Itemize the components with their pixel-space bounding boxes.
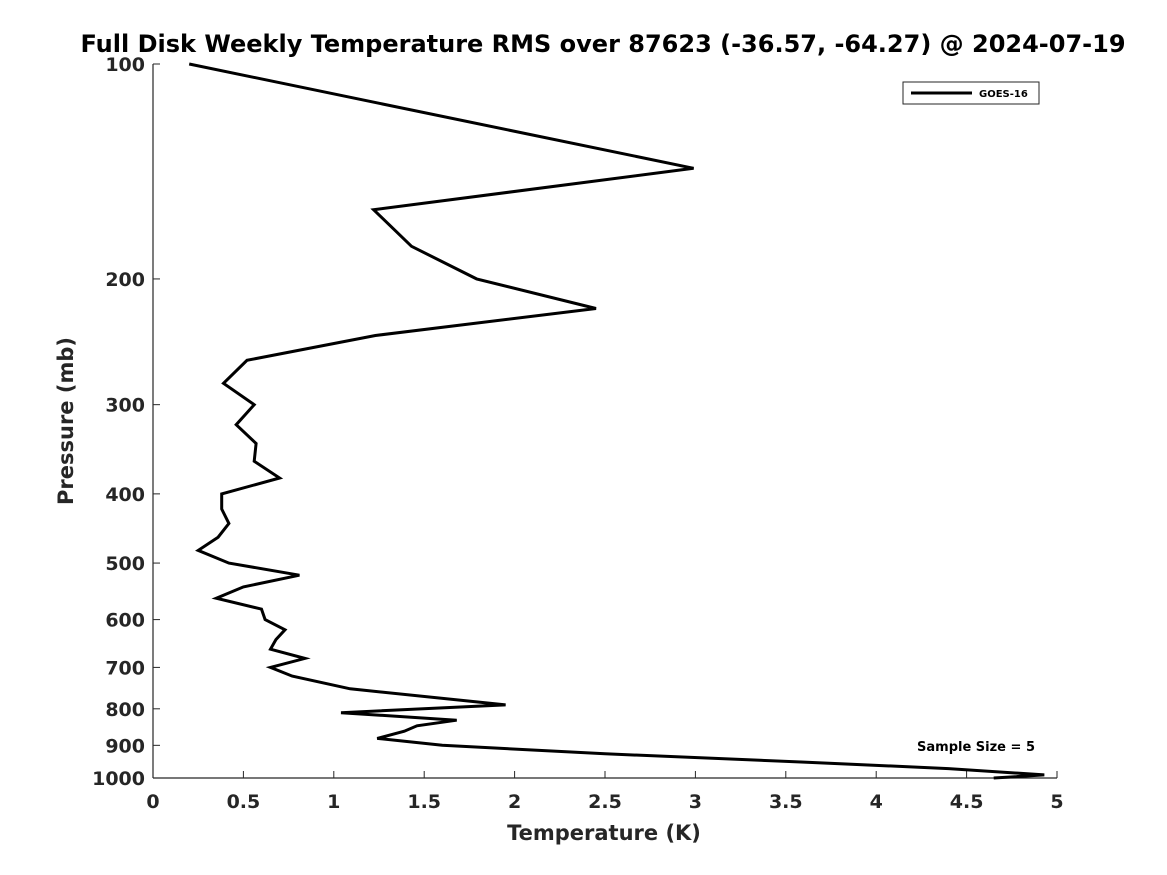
y-tick-label: 800 <box>105 699 145 721</box>
series-lines <box>188 62 1045 780</box>
legend-label: GOES-16 <box>979 89 1028 100</box>
x-tick-label: 3 <box>689 791 702 813</box>
x-tick-label: 0.5 <box>227 791 261 813</box>
legend: GOES-16 <box>902 81 1040 105</box>
y-tick-label: 600 <box>105 610 145 632</box>
y-tick-label: 300 <box>105 395 145 417</box>
x-tick-label: 5 <box>1050 791 1063 813</box>
y-tick-label: 500 <box>105 553 145 575</box>
sample-size-annotation: Sample Size = 5 <box>917 740 1035 755</box>
x-tick-label: 2.5 <box>588 791 622 813</box>
x-tick-label: 4.5 <box>950 791 984 813</box>
x-tick-label: 3.5 <box>769 791 803 813</box>
plot-area <box>153 64 1057 778</box>
x-tick-label: 1 <box>327 791 340 813</box>
y-tick-label: 1000 <box>92 768 145 790</box>
y-tick-label: 200 <box>105 269 145 291</box>
x-tick-label: 1.5 <box>407 791 441 813</box>
series-line-0 <box>188 62 1045 780</box>
y-tick-label: 700 <box>105 657 145 679</box>
x-tick-label: 0 <box>146 791 159 813</box>
y-tick-label: 100 <box>105 54 145 76</box>
axis-ticks: 0 0.5 1 1.5 2 2.5 3 3.5 4 4.5 5 100 200 300 400 500 600 7… <box>92 54 1064 813</box>
y-tick-label: 400 <box>105 484 145 506</box>
x-tick-label: 2 <box>508 791 521 813</box>
x-axis-label: Temperature (K) <box>507 821 701 845</box>
chart-title: Full Disk Weekly Temperature RMS over 87… <box>80 30 1125 58</box>
y-axis-label: Pressure (mb) <box>54 337 78 505</box>
y-tick-label: 900 <box>105 735 145 757</box>
x-tick-label: 4 <box>870 791 883 813</box>
